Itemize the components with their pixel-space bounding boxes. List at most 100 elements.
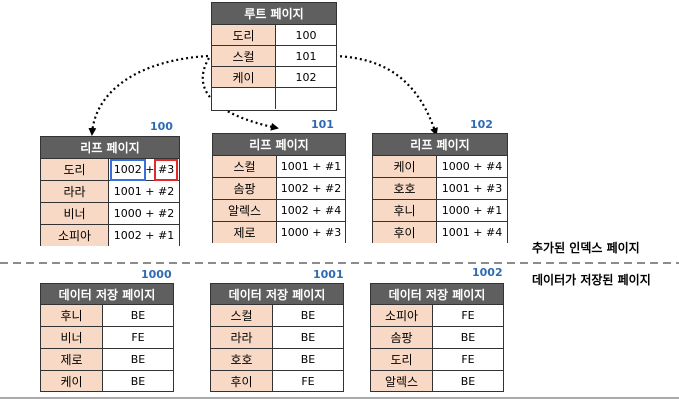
leaf-locator: 1001 + #3: [437, 178, 507, 199]
data-page-ref: 1001: [441, 182, 470, 195]
record-name: 케이: [41, 371, 103, 391]
record-name: 알렉스: [371, 371, 433, 391]
data-page-ref: 1002: [113, 229, 142, 242]
leaf-key: 알렉스: [213, 200, 277, 221]
record-role: FE: [103, 327, 173, 348]
locator-plus: +: [141, 229, 158, 242]
data-page-ref: 1000: [113, 207, 142, 220]
leaf-locator: 1002 + #2: [277, 178, 345, 199]
locator-plus: +: [141, 163, 158, 176]
record-role: BE: [103, 371, 173, 391]
root-row: 스컬 101: [212, 46, 336, 67]
data-row: 케이 BE: [41, 371, 173, 391]
data-page-ref: 1002: [113, 163, 142, 176]
data-row: 후니 BE: [41, 305, 173, 327]
data-row: 비너 FE: [41, 327, 173, 349]
leaf-page-table-102: 리프 페이지 케이 1000 + #4 호호 1001 + #3 후니 1000…: [372, 133, 508, 243]
leaf-locator: 1001 + #1: [277, 156, 345, 177]
leaf-row: 호호 1001 + #3: [373, 178, 507, 200]
root-key: 도리: [212, 25, 276, 45]
leaf-locator: 1001 + #4: [437, 222, 507, 243]
locator-plus: +: [141, 185, 158, 198]
data-page-ref: 1000: [441, 204, 470, 217]
leaf-row: 소피아 1002 + #1: [41, 225, 179, 246]
data-page-title: 데이터 저장 페이지: [211, 284, 343, 305]
index-pages-label: 추가된 인덱스 페이지: [532, 241, 640, 255]
record-role: FE: [433, 305, 503, 326]
data-page-table-1002: 데이터 저장 페이지 소피아 FE 솜팡 BE 도리 FE 알렉스 BE: [370, 283, 504, 392]
root-key: 스컬: [212, 46, 276, 66]
record-slot: #2: [158, 207, 175, 220]
locator-plus: +: [141, 207, 158, 220]
record-slot: #4: [486, 160, 503, 173]
data-row: 후이 FE: [211, 371, 343, 391]
data-row: 라라 BE: [211, 327, 343, 349]
locator-plus: +: [469, 226, 486, 239]
leaf-row: 케이 1000 + #4: [373, 156, 507, 178]
data-page-ref: 1000: [280, 226, 309, 239]
record-slot: #3: [325, 226, 342, 239]
leaf-locator: 1001 + #2: [109, 181, 179, 202]
leaf-locator: 1000 + #3: [277, 222, 345, 243]
data-row: 스컬 BE: [211, 305, 343, 327]
leaf-key: 케이: [373, 156, 437, 177]
record-role: BE: [273, 305, 343, 326]
leaf-key: 후니: [373, 200, 437, 221]
data-page-ref: 1001: [113, 185, 142, 198]
leaf-locator: 1000 + #4: [437, 156, 507, 177]
record-name: 도리: [371, 349, 433, 370]
data-page-table-1001: 데이터 저장 페이지 스컬 BE 라라 BE 호호 BE 후이 FE: [210, 283, 344, 392]
locator-plus: +: [308, 182, 325, 195]
root-pointer: [276, 88, 336, 109]
leaf-key: 비너: [41, 203, 109, 224]
record-name: 비너: [41, 327, 103, 348]
record-name: 제로: [41, 349, 103, 370]
record-role: BE: [103, 305, 173, 326]
data-page-title: 데이터 저장 페이지: [371, 284, 503, 305]
data-row: 호호 BE: [211, 349, 343, 371]
data-row: 소피아 FE: [371, 305, 503, 327]
record-role: FE: [433, 349, 503, 370]
locator-plus: +: [308, 204, 325, 217]
record-name: 소피아: [371, 305, 433, 326]
page-number-highlight: [110, 159, 146, 181]
leaf-page-table-101: 리프 페이지 스컬 1001 + #1 솜팡 1002 + #2 알렉스 100…: [212, 133, 346, 243]
leaf-locator: 1002 + #4: [277, 200, 345, 221]
pointer-arrow-to-leaf-102: [334, 54, 438, 136]
record-role: BE: [273, 349, 343, 370]
locator-plus: +: [469, 204, 486, 217]
root-pointer: 102: [276, 67, 336, 87]
record-name: 후이: [211, 371, 273, 391]
data-row: 솜팡 BE: [371, 327, 503, 349]
root-pointer: 100: [276, 25, 336, 45]
root-key: 케이: [212, 67, 276, 87]
root-page-table: 루트 페이지 도리 100 스컬 101 케이 102: [211, 2, 337, 111]
leaf-row: 알렉스 1002 + #4: [213, 200, 345, 222]
leaf-row: 비너 1000 + #2: [41, 203, 179, 225]
record-name: 솜팡: [371, 327, 433, 348]
leaf-row: 제로 1000 + #3: [213, 222, 345, 243]
slot-number-highlight: [154, 159, 178, 181]
leaf-key: 제로: [213, 222, 277, 243]
record-name: 호호: [211, 349, 273, 370]
locator-plus: +: [469, 182, 486, 195]
data-page-number: 1002: [472, 266, 503, 279]
record-slot: #1: [325, 160, 342, 173]
leaf-key: 호호: [373, 178, 437, 199]
leaf-page-title: 리프 페이지: [373, 134, 507, 156]
locator-plus: +: [469, 160, 486, 173]
leaf-key: 스컬: [213, 156, 277, 177]
data-page-ref: 1001: [441, 226, 470, 239]
root-page-title: 루트 페이지: [212, 3, 336, 25]
data-page-ref: 1002: [280, 204, 309, 217]
leaf-page-table-100: 리프 페이지 도리 1002 + #3 라라 1001 + #2 비너 1000…: [40, 136, 180, 246]
data-row: 도리 FE: [371, 349, 503, 371]
data-page-table-1000: 데이터 저장 페이지 후니 BE 비너 FE 제로 BE 케이 BE: [40, 283, 174, 392]
leaf-key: 라라: [41, 181, 109, 202]
root-row-empty: [212, 88, 336, 109]
leaf-key: 후이: [373, 222, 437, 243]
record-role: FE: [273, 371, 343, 391]
data-page-ref: 1001: [280, 160, 309, 173]
locator-plus: +: [308, 160, 325, 173]
